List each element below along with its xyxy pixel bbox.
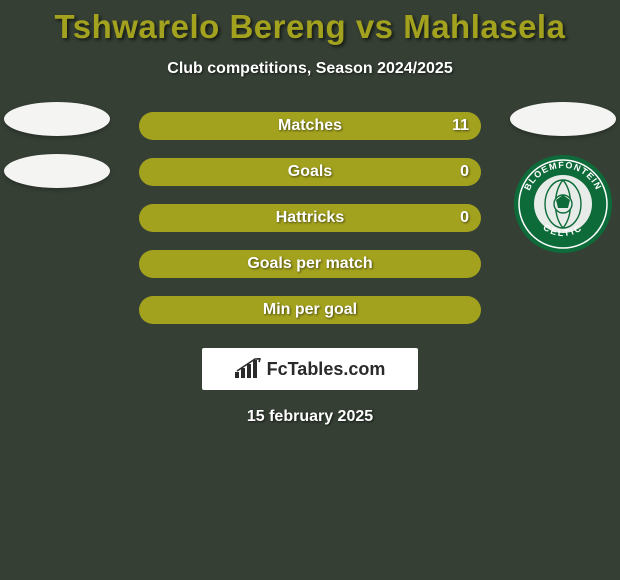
left-player-photo-placeholder	[4, 102, 110, 136]
right-player-photo-placeholder	[510, 102, 616, 136]
stat-label: Goals	[288, 163, 332, 181]
stat-row-hattricks: Hattricks 0	[139, 204, 481, 232]
branding-text: FcTables.com	[267, 359, 386, 380]
stat-row-goals: Goals 0	[139, 158, 481, 186]
stat-value: 11	[452, 117, 469, 135]
stat-row-goals-per-match: Goals per match	[139, 250, 481, 278]
stat-row-min-per-goal: Min per goal	[139, 296, 481, 324]
stats-area: BLOEMFONTEIN CELTIC Matche	[0, 112, 620, 324]
content-root: Tshwarelo Bereng vs Mahlasela Club compe…	[0, 0, 620, 580]
right-player-club-badge: BLOEMFONTEIN CELTIC	[513, 154, 613, 254]
stat-row-matches: Matches 11	[139, 112, 481, 140]
stat-label: Min per goal	[263, 301, 357, 319]
stat-label: Goals per match	[247, 255, 372, 273]
left-player-column	[2, 102, 112, 188]
stat-value: 0	[460, 163, 469, 181]
date-text: 15 february 2025	[247, 408, 373, 426]
left-player-club-placeholder	[4, 154, 110, 188]
page-title: Tshwarelo Bereng vs Mahlasela	[55, 8, 566, 46]
club-badge-icon: BLOEMFONTEIN CELTIC	[513, 154, 613, 254]
stat-label: Matches	[278, 117, 342, 135]
branding-box: FcTables.com	[202, 348, 418, 390]
stat-label: Hattricks	[276, 209, 344, 227]
right-player-column: BLOEMFONTEIN CELTIC	[508, 102, 618, 254]
stat-rows: Matches 11 Goals 0 Hattricks 0 Goals per…	[139, 112, 481, 324]
stat-value: 0	[460, 209, 469, 227]
chart-bars-icon	[235, 358, 261, 380]
subtitle: Club competitions, Season 2024/2025	[167, 60, 452, 78]
